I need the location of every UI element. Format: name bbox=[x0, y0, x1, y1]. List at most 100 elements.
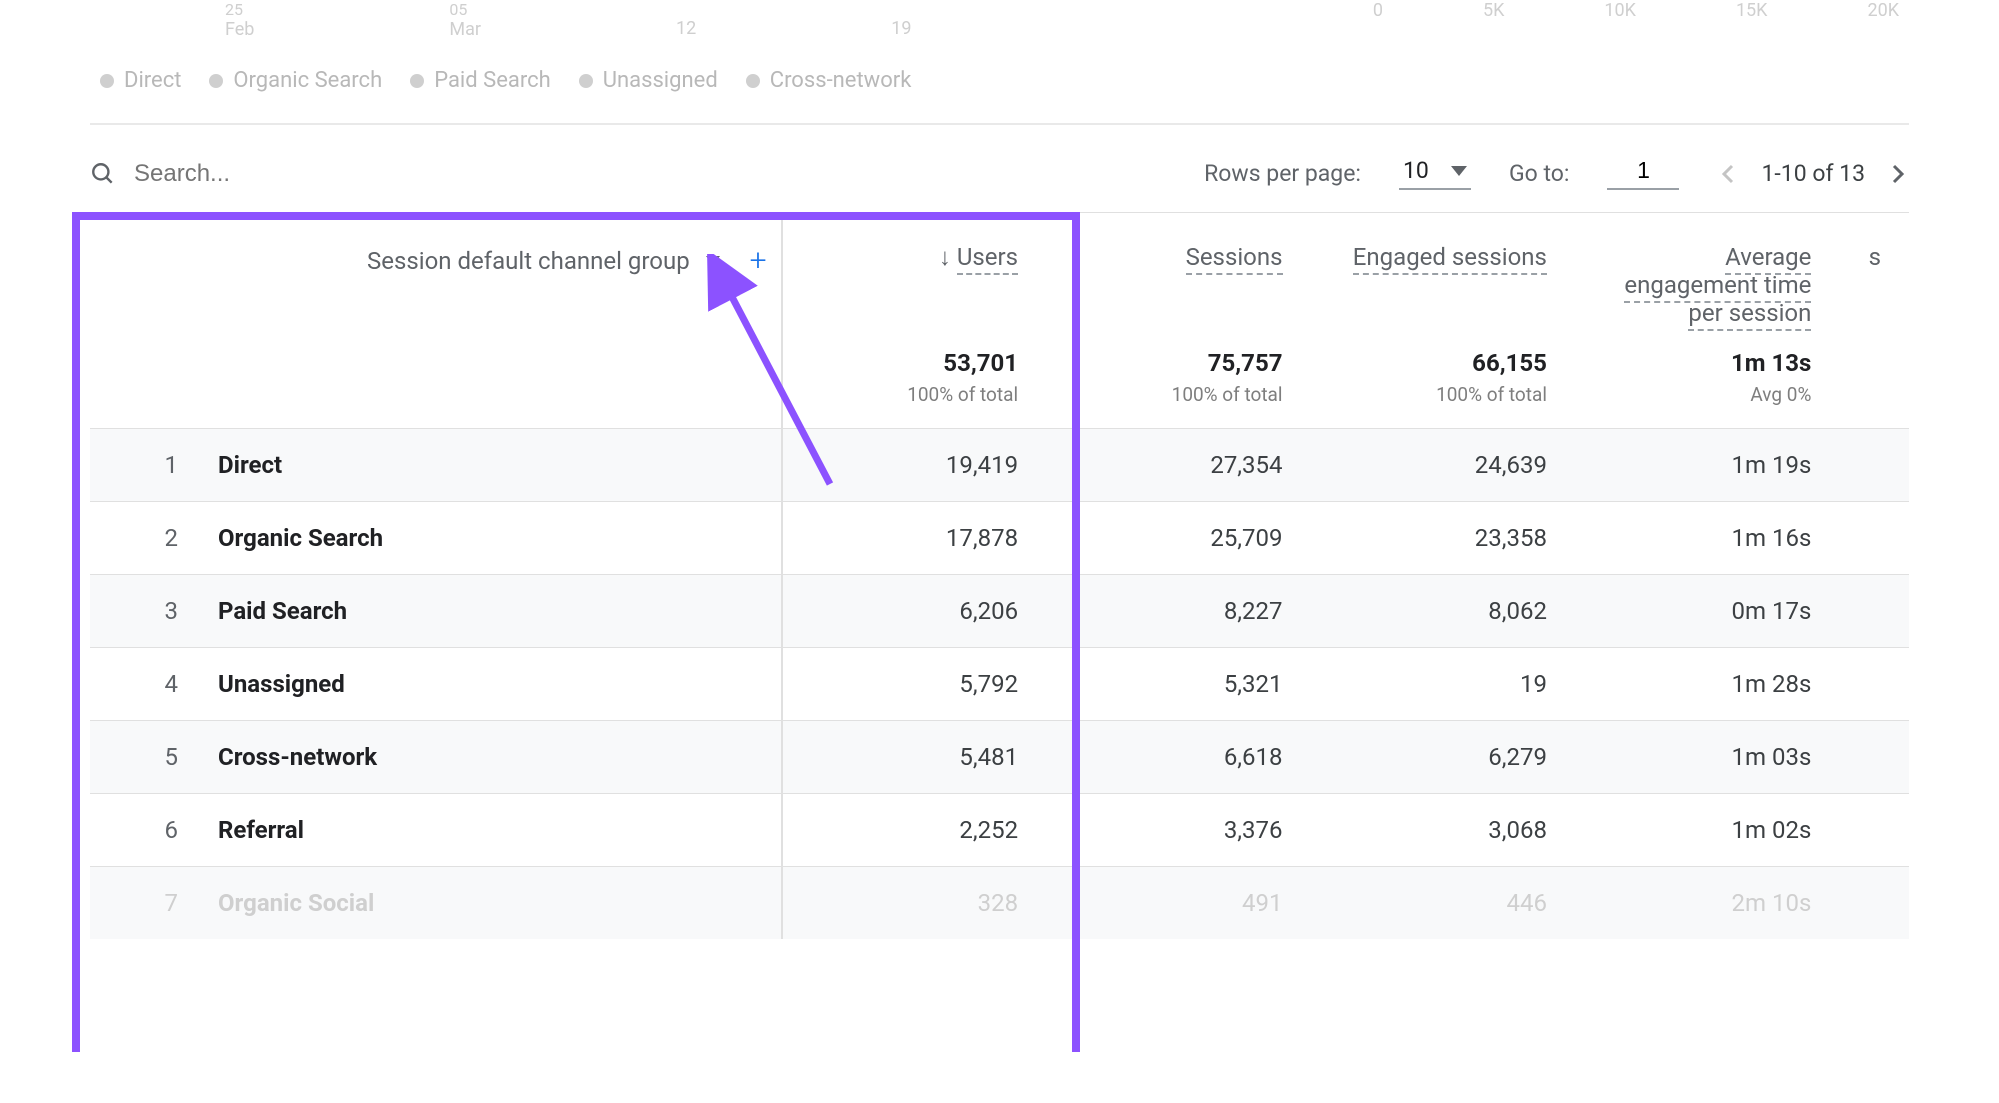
table-row[interactable]: 3Paid Search 6,2068,2278,0620m 17s bbox=[90, 575, 1909, 648]
cell-users: 17,878 bbox=[782, 502, 1046, 575]
cell-sessions: 25,709 bbox=[1046, 502, 1310, 575]
cell-sessions: 8,227 bbox=[1046, 575, 1310, 648]
page-info: 1-10 of 13 bbox=[1761, 160, 1865, 187]
cell-sessions: 27,354 bbox=[1046, 429, 1310, 502]
next-page-button[interactable] bbox=[1885, 162, 1909, 186]
chart-x-label: 25 Feb bbox=[225, 0, 254, 40]
column-header-avgtime[interactable]: Average engagement time per session bbox=[1575, 213, 1839, 338]
cell-engaged: 8,062 bbox=[1311, 575, 1575, 648]
legend-item[interactable]: Paid Search bbox=[410, 68, 551, 93]
cell-users: 6,206 bbox=[782, 575, 1046, 648]
table-row[interactable]: 4Unassigned5,7925,321191m 28s bbox=[90, 648, 1909, 721]
chart-y-label: 15K bbox=[1736, 0, 1768, 21]
sort-arrow-icon: ↓ bbox=[939, 243, 951, 271]
column-header-users[interactable]: ↓Users bbox=[782, 213, 1046, 338]
row-name: Organic Social bbox=[218, 889, 374, 917]
table-row[interactable]: 6Referral2,2523,3763,0681m 02s bbox=[90, 794, 1909, 867]
row-index: 4 bbox=[118, 670, 218, 698]
table-row[interactable]: 7Organic Social 3284914462m 10s bbox=[90, 867, 1909, 940]
cell-engaged: 23,358 bbox=[1311, 502, 1575, 575]
cell-avgtime: 1m 03s bbox=[1575, 721, 1839, 794]
cell-engaged: 446 bbox=[1311, 867, 1575, 940]
cell-users: 328 bbox=[782, 867, 1046, 940]
goto-input[interactable] bbox=[1607, 157, 1679, 190]
legend-item[interactable]: Direct bbox=[100, 68, 181, 93]
legend-dot-icon bbox=[746, 74, 760, 88]
dimension-header[interactable]: Session default channel group + bbox=[90, 213, 782, 338]
row-name: Unassigned bbox=[218, 670, 345, 698]
chevron-down-icon bbox=[1451, 166, 1467, 176]
row-index: 6 bbox=[118, 816, 218, 844]
legend-item[interactable]: Cross-network bbox=[746, 68, 912, 93]
cell-engaged: 24,639 bbox=[1311, 429, 1575, 502]
summary-engaged-sub: 100% of total bbox=[1339, 383, 1547, 406]
column-header-engaged[interactable]: Engaged sessions bbox=[1311, 213, 1575, 338]
legend-label: Direct bbox=[124, 68, 181, 93]
chevron-down-icon bbox=[706, 256, 720, 266]
cell-sessions: 6,618 bbox=[1046, 721, 1310, 794]
cell-users: 2,252 bbox=[782, 794, 1046, 867]
column-header-more: s bbox=[1839, 213, 1909, 338]
cell-avgtime: 1m 02s bbox=[1575, 794, 1839, 867]
legend-label: Unassigned bbox=[603, 68, 718, 93]
chart-legend: Direct Organic Search Paid Search Unassi… bbox=[90, 50, 1909, 123]
table-row[interactable]: 2Organic Search 17,87825,70923,3581m 16s bbox=[90, 502, 1909, 575]
summary-users: 53,701 bbox=[811, 349, 1018, 377]
row-index: 3 bbox=[118, 597, 218, 625]
row-index: 2 bbox=[118, 524, 218, 552]
add-dimension-button[interactable]: + bbox=[750, 243, 767, 278]
cell-avgtime: 1m 19s bbox=[1575, 429, 1839, 502]
summary-sessions: 75,757 bbox=[1074, 349, 1282, 377]
summary-avgtime: 1m 13s bbox=[1603, 349, 1811, 377]
cell-avgtime: 1m 16s bbox=[1575, 502, 1839, 575]
cell-engaged: 6,279 bbox=[1311, 721, 1575, 794]
legend-dot-icon bbox=[579, 74, 593, 88]
chart-x-label: 19 bbox=[891, 0, 911, 40]
legend-item[interactable]: Organic Search bbox=[209, 68, 382, 93]
cell-avgtime: 2m 10s bbox=[1575, 867, 1839, 940]
legend-label: Cross-network bbox=[770, 68, 912, 93]
chart-area: 25 Feb 05 Mar 12 19 0 5K 10K 15K 20K bbox=[90, 0, 1909, 50]
cell-avgtime: 1m 28s bbox=[1575, 648, 1839, 721]
cell-sessions: 3,376 bbox=[1046, 794, 1310, 867]
row-name: Paid Search bbox=[218, 597, 347, 625]
legend-dot-icon bbox=[209, 74, 223, 88]
summary-avgtime-sub: Avg 0% bbox=[1603, 383, 1811, 406]
search-input[interactable] bbox=[134, 160, 434, 188]
row-index: 7 bbox=[118, 889, 218, 917]
summary-users-sub: 100% of total bbox=[811, 383, 1018, 406]
row-index: 5 bbox=[118, 743, 218, 771]
prev-page-button[interactable] bbox=[1717, 162, 1741, 186]
legend-dot-icon bbox=[100, 74, 114, 88]
row-name: Cross-network bbox=[218, 743, 377, 771]
rows-per-page-value: 10 bbox=[1403, 157, 1429, 184]
table-row[interactable]: 5Cross-network 5,4816,6186,2791m 03s bbox=[90, 721, 1909, 794]
search-icon bbox=[90, 161, 116, 187]
chart-y-label: 20K bbox=[1867, 0, 1899, 21]
row-name: Direct bbox=[218, 451, 282, 479]
summary-engaged: 66,155 bbox=[1339, 349, 1547, 377]
row-index: 1 bbox=[118, 451, 218, 479]
rows-per-page-label: Rows per page: bbox=[1204, 160, 1361, 187]
table-row[interactable]: 1Direct19,41927,35424,6391m 19s bbox=[90, 429, 1909, 502]
chart-y-label: 5K bbox=[1483, 0, 1504, 21]
rows-per-page-select[interactable]: 10 bbox=[1399, 157, 1471, 190]
legend-label: Organic Search bbox=[233, 68, 382, 93]
legend-item[interactable]: Unassigned bbox=[579, 68, 718, 93]
data-table: Session default channel group + ↓Users S… bbox=[90, 212, 1909, 939]
chart-y-label: 0 bbox=[1373, 0, 1383, 21]
cell-sessions: 491 bbox=[1046, 867, 1310, 940]
cell-users: 5,481 bbox=[782, 721, 1046, 794]
column-header-sessions[interactable]: Sessions bbox=[1046, 213, 1310, 338]
legend-dot-icon bbox=[410, 74, 424, 88]
row-name: Organic Search bbox=[218, 524, 383, 552]
chart-x-label: 05 Mar bbox=[449, 0, 481, 40]
row-name: Referral bbox=[218, 816, 304, 844]
legend-label: Paid Search bbox=[434, 68, 551, 93]
cell-sessions: 5,321 bbox=[1046, 648, 1310, 721]
cell-engaged: 19 bbox=[1311, 648, 1575, 721]
dimension-label: Session default channel group bbox=[367, 247, 690, 275]
goto-label: Go to: bbox=[1509, 160, 1569, 187]
cell-avgtime: 0m 17s bbox=[1575, 575, 1839, 648]
chart-x-label: 12 bbox=[676, 0, 696, 40]
